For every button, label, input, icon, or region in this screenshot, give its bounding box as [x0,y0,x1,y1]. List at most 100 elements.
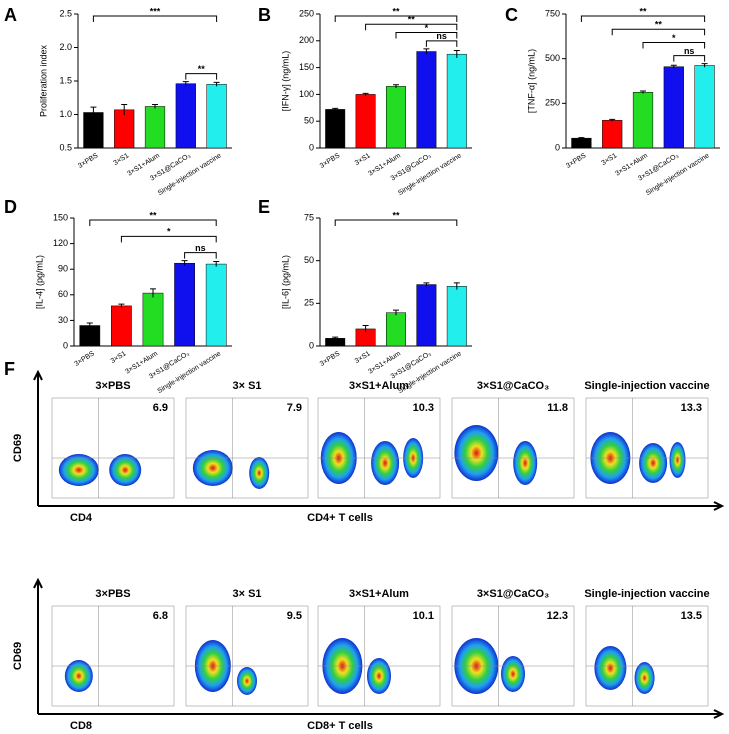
y-tick-label: 250 [545,98,560,108]
panel-label: E [258,197,270,217]
percentage-label: 9.5 [287,610,302,622]
x-axis-arrow [38,709,725,719]
y-tick-label: 0 [309,340,314,350]
x-tick-label: 3×S1 [354,350,372,365]
bar [602,120,623,149]
y-tick-label: 50 [304,116,314,126]
bar [446,53,467,149]
significance-label: ns [684,46,695,56]
x-tick-label: 3×PBS [319,152,342,170]
significance-label: ** [655,20,663,30]
significance-label: ** [392,210,400,220]
significance-bracket [673,55,706,62]
panel-label: C [505,5,518,25]
significance-label: * [167,227,171,237]
percentage-label: 6.8 [153,610,168,622]
y-axis-label: CD69 [12,434,24,462]
y-tick-label: 120 [53,238,68,248]
error-bar [453,49,460,58]
panel-label: A [4,5,17,25]
y-axis-label: [IL-6] (pg/mL) [280,255,290,309]
y-tick-label: 2.5 [59,8,72,18]
y-axis-label: Proliferation index [38,44,48,117]
bar [325,109,346,149]
error-bar [86,322,93,329]
error-bar [90,106,97,118]
y-tick-label: 0 [63,340,68,350]
x-axis-label: CD8 [70,720,92,732]
bar [355,94,376,149]
percentage-label: 10.3 [413,402,434,414]
panel-label: B [258,5,271,25]
density-blob [237,667,257,695]
y-axis-label: [TNF-α] (ng/mL) [526,49,536,113]
density-blob [501,656,525,692]
significance-bracket [184,252,217,259]
plot-title: 3× S1 [232,588,261,600]
density-blob [513,441,538,485]
error-bar [453,282,460,290]
error-bar [362,325,369,333]
percentage-label: 12.3 [547,610,568,622]
bar [142,292,164,347]
percentage-label: 13.3 [681,402,702,414]
bar [386,312,406,347]
significance-bracket [120,235,217,243]
error-bar [332,107,339,111]
significance-bracket [92,15,218,22]
bar [416,284,437,347]
percentage-label: 6.9 [153,402,168,414]
bar [174,262,195,347]
x-tick-label: 3×PBS [319,350,342,368]
x-tick-label: 3×PBS [565,152,588,170]
x-axis-arrow [38,501,725,511]
significance-bracket [89,219,217,226]
x-tick-label: 3×PBS [77,152,100,170]
y-tick-label: 0 [309,142,314,152]
significance-label: ** [408,15,416,25]
error-bar [152,103,158,109]
y-tick-label: 90 [58,264,68,274]
density-blob [109,454,142,486]
error-bar [578,137,585,139]
error-bar [118,303,125,308]
significance-label: ns [195,243,206,253]
x-tick-label: 3×PBS [73,350,96,368]
bar [114,109,135,149]
error-bar [609,118,616,122]
plot-title: 3×S1+Alum [349,380,409,392]
y-tick-label: 30 [58,315,68,325]
y-tick-label: 100 [299,89,314,99]
significance-label: ** [198,64,206,74]
density-blob [64,660,93,692]
y-tick-label: 2.0 [59,42,72,52]
density-blob [192,450,233,486]
x-tick-label: 3×S1 [112,152,130,167]
x-tick-label: 3×S1 [354,152,372,167]
population-label: CD8+ T cells [307,720,373,732]
significance-bracket [580,15,706,22]
y-axis-arrow [33,577,43,714]
percentage-label: 13.5 [681,610,702,622]
percentage-label: 11.8 [547,402,568,414]
density-blob [454,425,499,481]
y-tick-label: 200 [299,35,314,45]
density-blob [639,443,668,483]
bar [632,92,654,149]
significance-bracket [611,28,706,36]
error-bar [181,260,188,266]
panel-label: F [4,359,15,379]
y-tick-label: 75 [304,212,314,222]
plot-title: 3×PBS [95,380,130,392]
density-blob [634,662,655,694]
plot-title: 3×S1@CaCO₃ [477,588,549,600]
error-bar [701,63,708,68]
error-bar [423,48,430,55]
percentage-label: 7.9 [287,402,302,414]
significance-label: ** [392,6,400,16]
significance-label: *** [150,6,161,16]
plot-title: Single-injection vaccine [584,380,709,392]
y-tick-label: 150 [53,212,68,222]
bar [694,65,715,149]
